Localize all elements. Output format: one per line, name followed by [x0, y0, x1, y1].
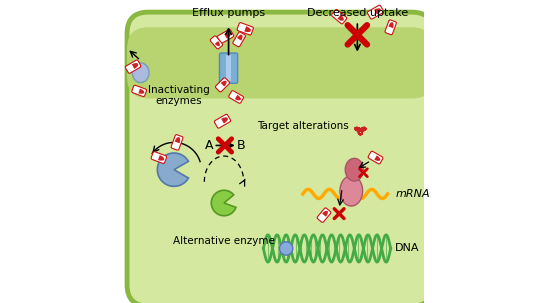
Polygon shape [174, 137, 180, 143]
FancyBboxPatch shape [331, 9, 347, 24]
Wedge shape [158, 153, 189, 186]
FancyBboxPatch shape [226, 55, 231, 81]
Polygon shape [237, 35, 243, 41]
Polygon shape [221, 81, 227, 87]
FancyBboxPatch shape [127, 27, 433, 98]
FancyBboxPatch shape [156, 50, 403, 73]
FancyBboxPatch shape [132, 85, 147, 97]
FancyBboxPatch shape [215, 78, 229, 92]
Polygon shape [244, 26, 251, 32]
Polygon shape [132, 63, 138, 69]
Text: mRNA: mRNA [395, 189, 430, 199]
FancyBboxPatch shape [237, 23, 253, 35]
FancyBboxPatch shape [127, 12, 433, 303]
FancyBboxPatch shape [171, 135, 183, 150]
Ellipse shape [345, 158, 364, 181]
FancyBboxPatch shape [368, 151, 383, 164]
Polygon shape [374, 155, 380, 161]
Text: B: B [237, 139, 245, 152]
Polygon shape [374, 8, 381, 15]
Polygon shape [138, 88, 144, 94]
FancyBboxPatch shape [214, 114, 231, 128]
Polygon shape [158, 155, 164, 161]
Text: A: A [204, 139, 213, 152]
Circle shape [280, 242, 293, 255]
FancyBboxPatch shape [210, 36, 223, 49]
FancyBboxPatch shape [233, 32, 246, 47]
FancyBboxPatch shape [217, 29, 234, 43]
Ellipse shape [132, 63, 149, 82]
Polygon shape [389, 22, 393, 28]
Polygon shape [235, 95, 241, 100]
FancyBboxPatch shape [220, 53, 238, 83]
FancyBboxPatch shape [125, 60, 141, 73]
FancyBboxPatch shape [385, 20, 396, 35]
Text: Target alterations: Target alterations [257, 121, 349, 131]
Text: Efflux pumps: Efflux pumps [192, 8, 265, 18]
FancyBboxPatch shape [317, 208, 331, 222]
Polygon shape [337, 15, 344, 21]
Text: DNA: DNA [395, 243, 420, 254]
Polygon shape [215, 41, 220, 46]
Text: Alternative enzyme: Alternative enzyme [173, 236, 275, 246]
Text: Decreased uptake: Decreased uptake [307, 8, 408, 18]
FancyBboxPatch shape [151, 152, 167, 164]
Wedge shape [211, 190, 236, 216]
Text: Inactivating
enzymes: Inactivating enzymes [148, 85, 209, 106]
FancyBboxPatch shape [229, 91, 244, 103]
Polygon shape [221, 117, 228, 124]
Polygon shape [224, 32, 231, 39]
Ellipse shape [340, 176, 362, 206]
FancyBboxPatch shape [367, 5, 384, 19]
Polygon shape [322, 211, 328, 217]
